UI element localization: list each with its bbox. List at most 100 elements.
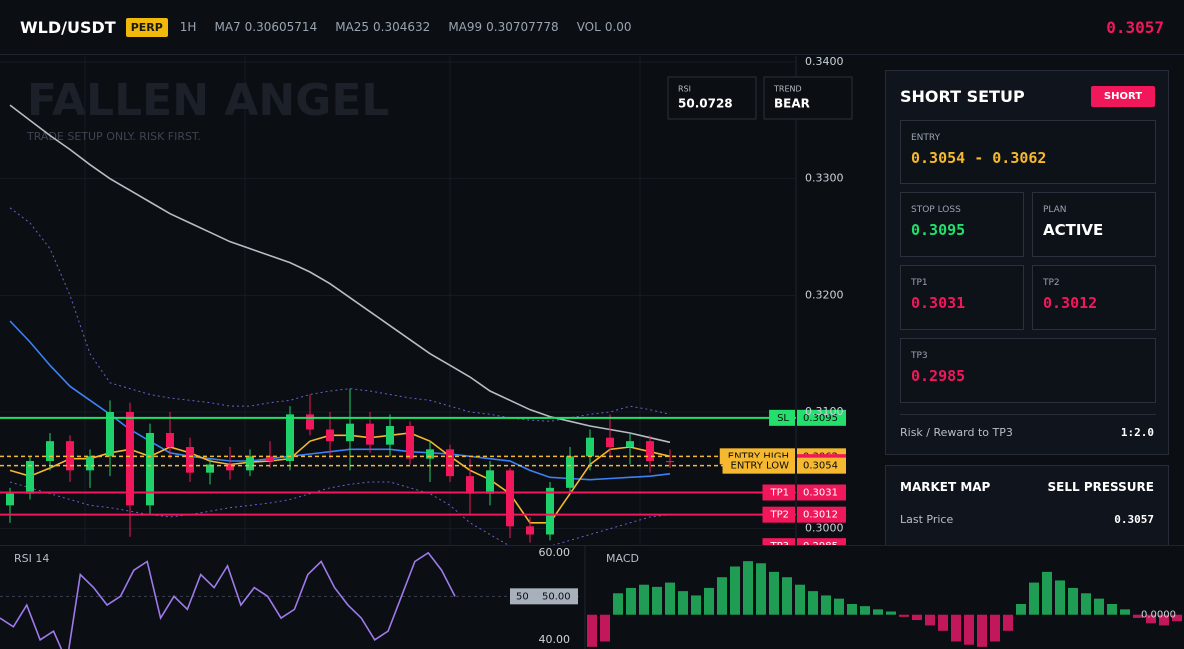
rsi-current: 50.00	[542, 591, 571, 602]
tp1-box: TP1 0.3031	[900, 265, 1024, 330]
macd-bar	[860, 606, 870, 615]
label: TP1	[911, 278, 928, 288]
label: ENTRY	[911, 133, 941, 143]
rsi-tick-label: 60.00	[539, 546, 571, 559]
candle-body	[26, 461, 34, 494]
candle-body	[646, 441, 654, 461]
macd-bar	[652, 586, 662, 615]
divider	[900, 414, 1156, 415]
rsi-tick-label: 40.00	[539, 633, 571, 646]
stat-value: BEAR	[774, 97, 810, 111]
rsi-level-tag	[510, 588, 578, 605]
tp2-box: TP2 0.3012	[1032, 265, 1156, 330]
rsi-line	[0, 551, 456, 649]
perp-badge: PERP	[125, 17, 168, 37]
candle-body	[86, 456, 94, 471]
watermark-title: FALLEN ANGEL	[27, 75, 389, 126]
macd-bar	[912, 614, 922, 621]
short-badge[interactable]: SHORT	[1091, 86, 1155, 107]
rr-value: 1:2.0	[1120, 426, 1154, 439]
macd-bar	[1120, 609, 1130, 615]
macd-bar	[834, 598, 844, 615]
macd-bar	[704, 587, 714, 615]
ma-line	[9, 320, 671, 481]
watermark-subtitle: TRADE SETUP ONLY. RISK FIRST.	[26, 130, 201, 143]
symbol[interactable]: WLD/USDT	[20, 17, 116, 37]
level-value: 0.3054	[803, 461, 838, 472]
macd-bar	[1016, 604, 1026, 615]
setup-card: SHORT SETUP SHORT ENTRY 0.3054 - 0.3062 S…	[885, 70, 1169, 455]
level-value: 0.3012	[803, 510, 838, 521]
candle-body	[566, 456, 574, 488]
macd-bar	[938, 614, 948, 631]
macd-bar	[1055, 580, 1065, 615]
indicator: MA7 0.30605714	[214, 20, 317, 34]
candle-body	[346, 423, 354, 442]
level-name-tag	[762, 484, 795, 501]
y-tick-label: 0.3400	[805, 55, 844, 68]
stat-box	[667, 76, 757, 120]
candle-body	[6, 493, 14, 506]
level-tag	[797, 409, 846, 426]
value: 0.3095	[911, 221, 966, 239]
level-name: SL	[777, 413, 789, 424]
value: 0.3054 - 0.3062	[911, 149, 1047, 167]
candle-body	[206, 464, 214, 473]
candle-body	[166, 433, 174, 447]
macd-bar	[821, 595, 831, 615]
macd-bar	[795, 584, 805, 615]
value: 0.3012	[1043, 294, 1098, 312]
stat-label: RSI	[678, 85, 691, 94]
macd-bar	[951, 614, 961, 642]
candle-body	[46, 441, 54, 461]
level-name-tag	[762, 506, 795, 523]
label: TP2	[1043, 278, 1060, 288]
macd-bar	[600, 614, 610, 642]
candle-body	[406, 426, 414, 459]
candle-body	[446, 449, 454, 477]
band	[9, 207, 671, 422]
candle-body	[126, 412, 134, 506]
last-price: 0.3057	[1106, 17, 1164, 37]
macd-bar	[1133, 614, 1143, 618]
macd-bar	[899, 614, 909, 617]
level-name: ENTRY LOW	[731, 461, 790, 472]
macd-zero-label: 0.0000	[1141, 610, 1176, 621]
macd-bar	[691, 595, 701, 615]
macd-bar	[665, 582, 675, 615]
macd-bar	[886, 611, 896, 615]
level-name: TP1	[769, 488, 789, 499]
macd-bar	[990, 614, 1000, 642]
level-value: 0.3031	[803, 488, 838, 499]
candle-body	[246, 456, 254, 471]
ma-line	[9, 432, 671, 524]
macd-bar	[1068, 587, 1078, 615]
candle-body	[106, 412, 114, 457]
y-tick-label: 0.3200	[805, 288, 844, 301]
candle-body	[626, 441, 634, 447]
candle-body	[266, 456, 274, 461]
candle-body	[466, 476, 474, 494]
rsi-title: RSI 14	[14, 552, 49, 565]
level-name: ENTRY HIGH	[728, 451, 789, 462]
level-name-tag	[722, 457, 795, 474]
y-tick-label: 0.3100	[805, 405, 844, 418]
level-tag	[797, 457, 846, 474]
indicator-value: 0.30707778	[486, 20, 559, 34]
indicator-label: MA7	[214, 20, 241, 34]
macd-bar	[1159, 614, 1169, 626]
level-tag	[797, 506, 846, 523]
level-tag	[797, 484, 846, 501]
candle-body	[186, 447, 194, 473]
interval[interactable]: 1H	[179, 20, 197, 34]
macd-bar	[1094, 598, 1104, 615]
candle-body	[386, 426, 394, 445]
candle-body	[506, 470, 514, 527]
entry-box: ENTRY 0.3054 - 0.3062	[900, 120, 1156, 184]
macd-bar	[613, 593, 623, 615]
macd-bar	[977, 614, 987, 647]
header: WLD/USDT PERP 1H MA7 0.30605714 MA25 0.3046…	[0, 0, 1184, 55]
candle-body	[486, 470, 494, 494]
macd-bar	[717, 577, 727, 615]
